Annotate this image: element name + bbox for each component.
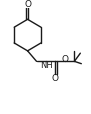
- Text: O: O: [52, 73, 59, 82]
- Text: O: O: [24, 0, 31, 9]
- Text: O: O: [62, 55, 69, 64]
- Text: NH: NH: [40, 60, 53, 69]
